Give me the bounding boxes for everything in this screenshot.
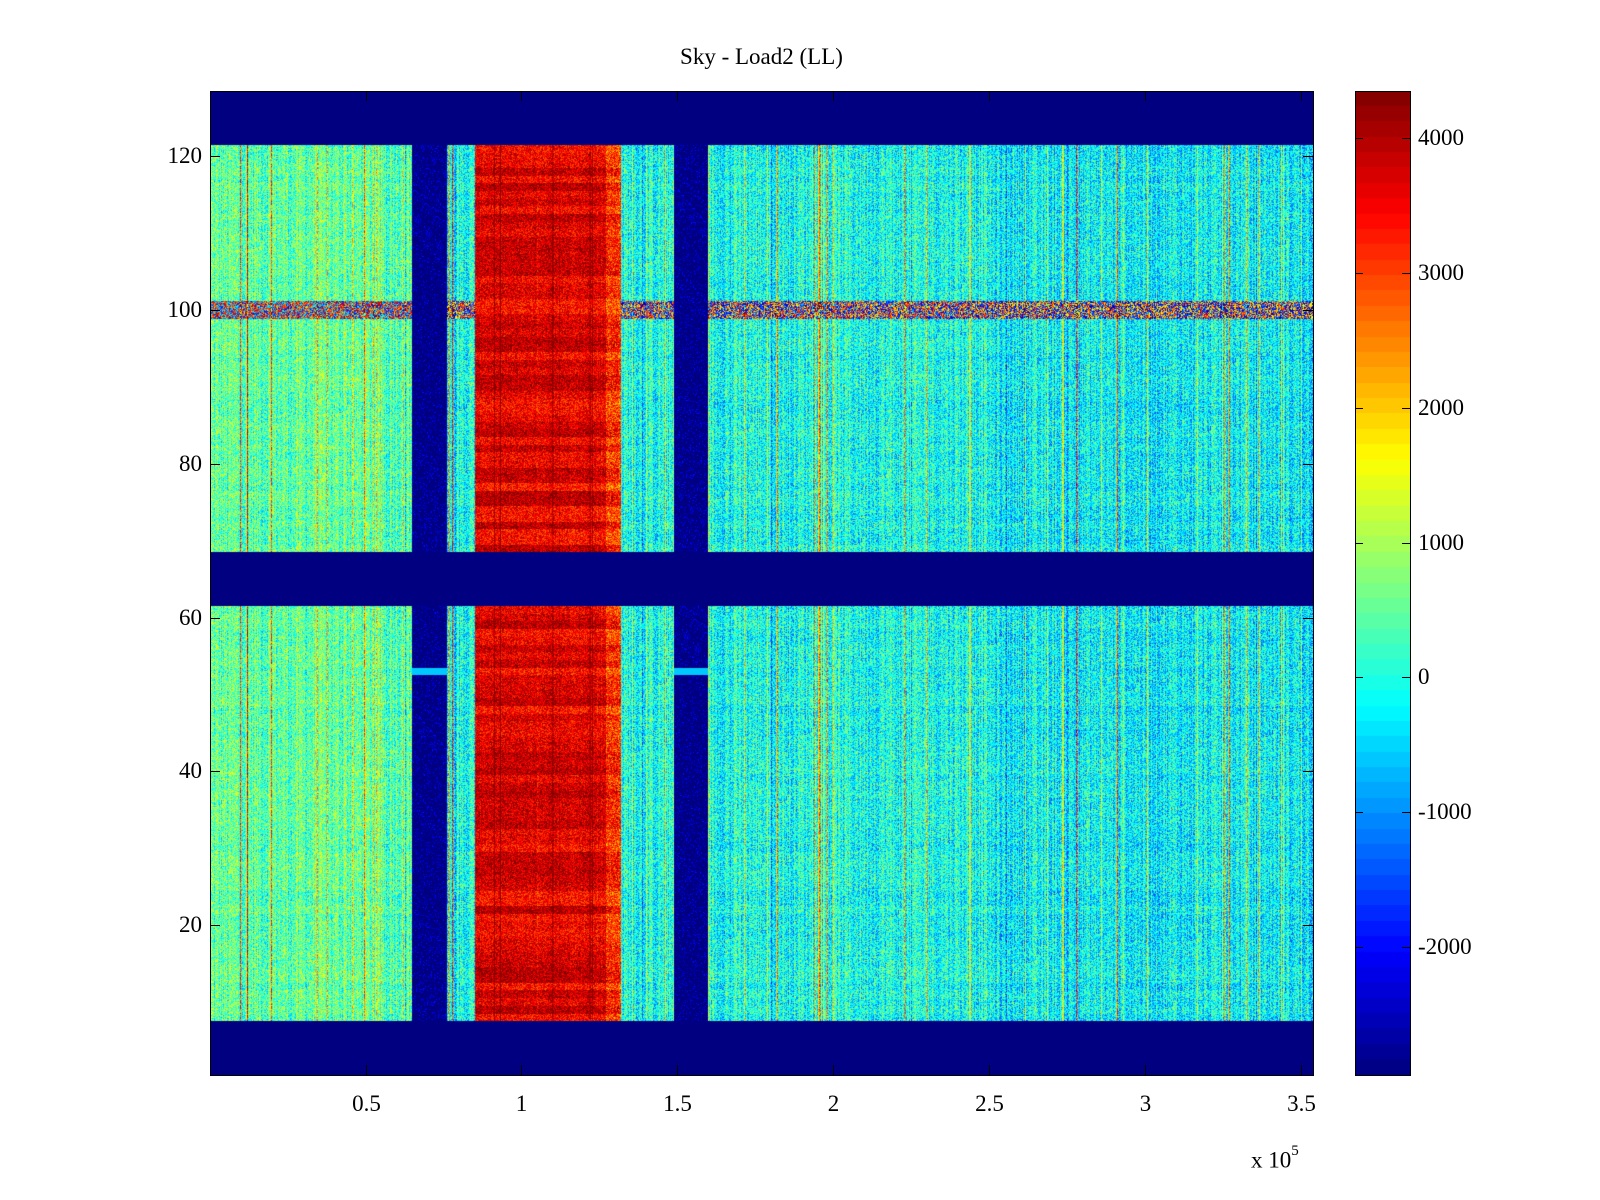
y-tick-label: 20 xyxy=(179,911,202,937)
x-axis-multiplier: x 105 xyxy=(1251,1143,1299,1174)
x-tick-label: 2 xyxy=(827,1091,840,1116)
y-tick-label: 60 xyxy=(179,604,202,630)
colorbar-gradient xyxy=(1355,91,1410,1075)
y-tick-label: 80 xyxy=(179,450,202,476)
y-tick-label: 40 xyxy=(179,757,202,783)
x-tick-label: 1 xyxy=(515,1091,528,1116)
colorbar-tick-label: 0 xyxy=(1418,663,1430,689)
x-tick-label: 0.5 xyxy=(352,1091,381,1116)
heatmap-image xyxy=(210,91,1313,1075)
x-tick-label: 3 xyxy=(1139,1091,1152,1116)
colorbar-tick-label: 2000 xyxy=(1418,394,1464,420)
x-tick-label: 2.5 xyxy=(975,1091,1004,1116)
x-tick-label: 3.5 xyxy=(1287,1091,1316,1116)
y-tick-label: 120 xyxy=(167,142,203,168)
colorbar-tick-label: 4000 xyxy=(1418,124,1464,150)
x-tick-label: 1.5 xyxy=(663,1091,692,1116)
plot-frame xyxy=(210,91,1314,1076)
x-multiplier-exponent: 5 xyxy=(1291,1143,1299,1159)
x-multiplier-base: x 10 xyxy=(1251,1147,1292,1173)
colorbar-tick-label: -2000 xyxy=(1418,933,1472,959)
y-tick-label: 100 xyxy=(167,296,203,322)
colorbar-tick-label: -1000 xyxy=(1418,798,1472,824)
colorbar-tick-label: 3000 xyxy=(1418,259,1464,285)
chart-title: Sky - Load2 (LL) xyxy=(680,44,843,69)
colorbar-tick-label: 1000 xyxy=(1418,529,1464,555)
colorbar-frame xyxy=(1355,91,1411,1076)
